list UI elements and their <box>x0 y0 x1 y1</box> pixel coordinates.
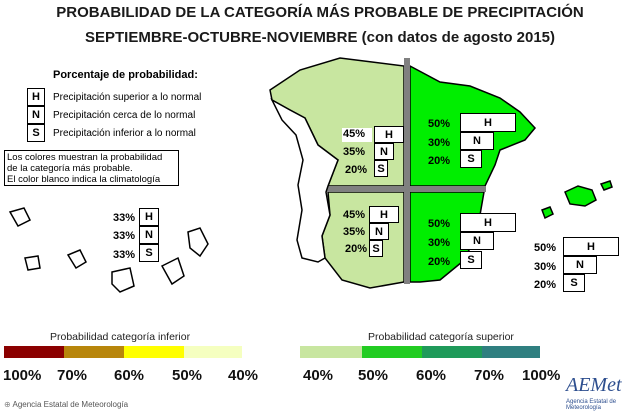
tick-inf-60: 60% <box>114 367 145 384</box>
legend-text-h: Precipitación superior a lo normal <box>53 92 202 103</box>
nw-pct-h: 45% <box>343 128 366 140</box>
nw-key-h: H <box>374 126 404 143</box>
sw-key-n: N <box>369 223 389 240</box>
tick-sup-70: 70% <box>474 367 505 384</box>
ne-key-n: N <box>460 132 494 150</box>
sw-pct-s: 20% <box>345 243 368 255</box>
sw-pct-n: 35% <box>343 226 366 238</box>
se-pct-n: 30% <box>428 237 451 249</box>
legend-key-h: H <box>27 88 45 106</box>
agency-icon: ⊕ <box>4 400 11 409</box>
bal-pct-n: 30% <box>534 261 557 273</box>
scale-bar-sup-2 <box>362 346 422 358</box>
ne-pct-s: 20% <box>428 155 451 167</box>
portugal-outline <box>270 98 339 263</box>
island-canary-4 <box>111 267 135 293</box>
scale-bar-sup-1 <box>300 346 362 358</box>
scale-bar-inf-3 <box>124 346 184 358</box>
can-key-n: N <box>139 226 159 244</box>
tick-inf-100: 100% <box>3 367 42 384</box>
tick-sup-60: 60% <box>416 367 447 384</box>
can-key-s: S <box>139 244 159 262</box>
tick-inf-40: 40% <box>228 367 259 384</box>
ne-key-s: S <box>460 150 482 168</box>
legend-text-s: Precipitación inferior a lo normal <box>53 128 196 139</box>
scale-inferior-label: Probabilidad categoría inferior <box>50 331 191 343</box>
island-canary-6 <box>187 227 209 258</box>
legend-note-line-1: Los colores muestran la probabilidad <box>7 152 163 163</box>
scale-superior-label: Probabilidad categoría superior <box>368 331 514 343</box>
nw-pct-s: 20% <box>345 164 368 176</box>
bal-key-s: S <box>563 274 585 292</box>
nw-key-n: N <box>374 143 394 160</box>
grid-horizontal <box>326 186 486 192</box>
nw-pct-h-bg <box>342 128 372 142</box>
tick-sup-100: 100% <box>522 367 561 384</box>
can-key-h: H <box>139 208 159 226</box>
grid-vertical <box>404 58 410 284</box>
island-canary-5 <box>160 256 185 286</box>
tick-inf-70: 70% <box>57 367 88 384</box>
island-canary-3 <box>66 249 87 270</box>
can-pct-s: 33% <box>113 249 136 261</box>
scale-bar-inf-2 <box>64 346 124 358</box>
bal-pct-h: 50% <box>534 242 557 254</box>
legend-note-line-3: El color blanco indica la climatología <box>7 174 161 185</box>
island-menorca <box>599 180 613 191</box>
scale-bar-inf-4 <box>184 346 242 358</box>
sw-key-h: H <box>369 206 399 223</box>
se-pct-h: 50% <box>428 218 451 230</box>
legend-note: Los colores muestran la probabilidad de … <box>4 150 179 186</box>
ne-pct-n: 30% <box>428 137 451 149</box>
can-pct-n: 33% <box>113 230 136 242</box>
tick-sup-40: 40% <box>303 367 334 384</box>
island-canary-2 <box>24 255 41 271</box>
title-line-2: SEPTIEMBRE-OCTUBRE-NOVIEMBRE (con datos … <box>84 29 556 46</box>
tick-sup-50: 50% <box>358 367 389 384</box>
nw-key-s: S <box>374 160 388 177</box>
legend-text-n: Precipitación cerca de lo normal <box>53 110 196 121</box>
tick-inf-50: 50% <box>172 367 203 384</box>
ne-key-h: H <box>460 113 516 132</box>
bal-key-h: H <box>563 237 619 256</box>
legend-note-line-2: de la categoría más probable. <box>7 163 133 174</box>
sw-pct-h: 45% <box>343 209 366 221</box>
se-key-s: S <box>460 251 482 269</box>
legend-key-n: N <box>27 106 45 124</box>
se-pct-s: 20% <box>428 256 451 268</box>
bal-key-n: N <box>563 256 597 274</box>
scale-bar-sup-4 <box>482 346 540 358</box>
title-line-1: PROBABILIDAD DE LA CATEGORÍA MÁS PROBABL… <box>56 4 584 21</box>
footer-agency-text: Agencia Estatal de Meteorología <box>12 400 129 409</box>
aemet-logo-sub: Agencia Estatal de Meteorología <box>566 399 617 411</box>
legend-heading: Porcentaje de probabilidad: <box>53 69 198 81</box>
sw-key-s: S <box>369 240 383 257</box>
nw-pct-n: 35% <box>343 146 366 158</box>
island-ibiza <box>541 206 554 220</box>
aemet-logo: AEMet <box>566 374 622 396</box>
bal-pct-s: 20% <box>534 279 557 291</box>
scale-bar-sup-3 <box>422 346 482 358</box>
se-key-n: N <box>460 232 494 250</box>
se-key-h: H <box>460 213 516 232</box>
can-pct-h: 33% <box>113 212 136 224</box>
scale-bar-inf-1 <box>4 346 64 358</box>
ne-pct-h: 50% <box>428 118 451 130</box>
island-mallorca <box>564 185 597 207</box>
island-canary-1 <box>8 207 32 227</box>
footer-agency: ⊕ Agencia Estatal de Meteorología <box>4 400 128 409</box>
legend-key-s: S <box>27 124 45 142</box>
